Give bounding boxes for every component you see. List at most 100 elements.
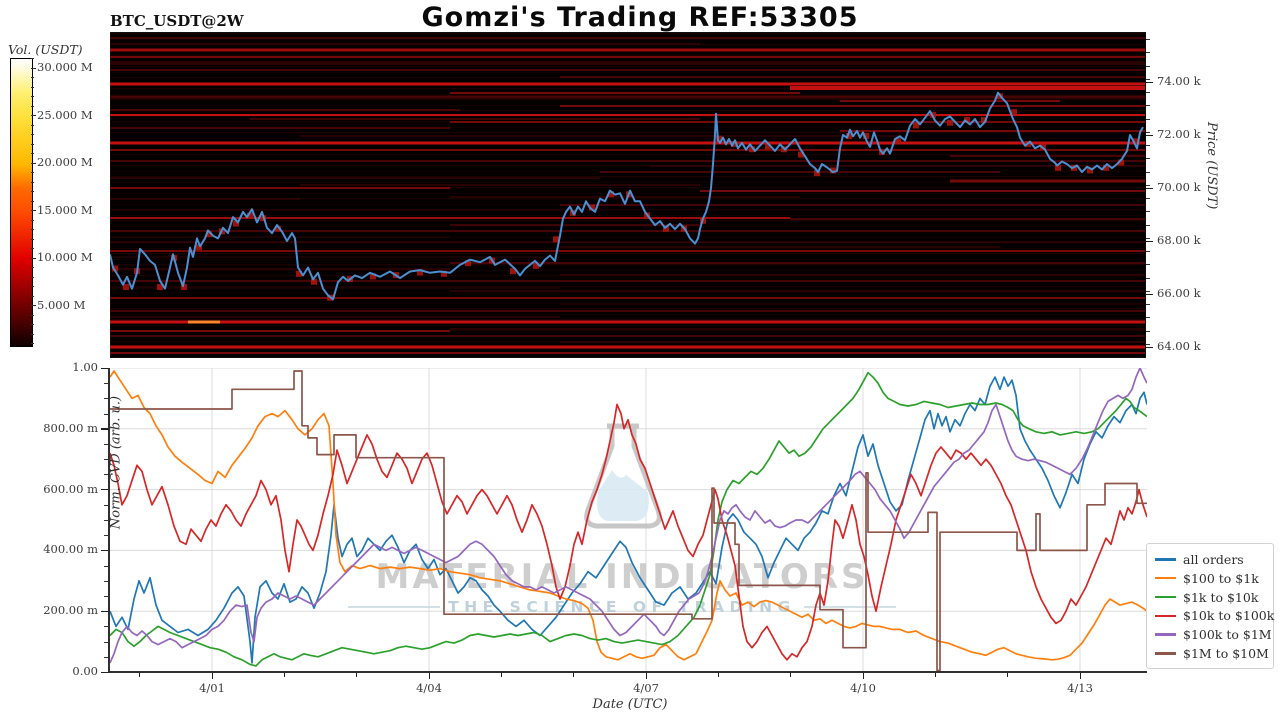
volume-marker	[663, 225, 669, 232]
volume-streak	[188, 320, 220, 324]
volume-marker	[981, 117, 987, 124]
colorbar-minor-tick	[31, 77, 34, 78]
colorbar-minor-tick	[31, 238, 34, 240]
cvd-x-tick-label: 4/04	[416, 681, 442, 695]
legend-item: $100 to $1k	[1155, 570, 1267, 587]
volume-streak	[300, 135, 900, 137]
volume-streak	[110, 345, 1145, 349]
cvd-x-minor-tick	[573, 673, 575, 677]
cvd-y-minor-tick	[104, 474, 108, 476]
price-minor-tick	[1146, 65, 1150, 67]
volume-streak	[110, 114, 1145, 116]
volume-marker	[947, 119, 953, 126]
colorbar-minor-tick	[31, 314, 34, 316]
price-tick-label: 68.00 k	[1157, 233, 1201, 247]
volume-streak	[110, 127, 450, 129]
cvd-y-minor-tick	[104, 504, 108, 506]
colorbar-minor-tick	[31, 210, 34, 211]
cvd-y-axis-label: Norm. CVD (arb. u.)	[108, 395, 124, 530]
volume-marker	[798, 151, 804, 158]
cvd-x-minor-tick	[500, 673, 502, 677]
colorbar-tick-label: 25.000 M	[37, 107, 93, 122]
colorbar-minor-tick	[31, 172, 34, 173]
volume-marker	[157, 284, 163, 291]
cvd-x-minor-tick	[717, 673, 719, 677]
price-minor-tick	[1146, 39, 1150, 41]
volume-streak	[110, 209, 560, 211]
colorbar-minor-tick	[31, 181, 34, 183]
volume-marker	[1087, 167, 1093, 174]
colorbar-minor-tick	[31, 248, 34, 249]
colorbar-minor-tick	[31, 324, 34, 325]
volume-streak	[560, 204, 1145, 206]
price-axis-label: Price (USDT)	[1204, 122, 1219, 210]
legend-line-swatch	[1155, 633, 1176, 636]
cvd-series--100-to-1k	[109, 370, 1147, 661]
cvd-y-tick-label: 800.00 m	[43, 420, 98, 435]
cvd-x-axis-label: Date (UTC)	[592, 697, 668, 712]
legend-line-swatch	[1155, 652, 1176, 655]
price-tick	[1146, 240, 1153, 242]
volume-streak	[450, 328, 1145, 330]
volume-streak	[840, 100, 1060, 102]
watermark-text-sub: THE SCIENCE OF TRADING	[448, 598, 796, 616]
cvd-series--1M-to-10M	[110, 370, 1147, 672]
price-minor-tick	[1146, 131, 1150, 133]
volume-streak	[110, 187, 450, 189]
volume-marker	[1103, 164, 1109, 171]
volume-marker	[465, 260, 471, 267]
price-tick-label: 66.00 k	[1157, 286, 1201, 300]
volume-marker	[275, 225, 281, 232]
price-minor-tick	[1146, 317, 1150, 319]
cvd-series--10k-to-100k	[109, 403, 1147, 661]
cvd-y-minor-tick	[104, 535, 108, 537]
price-minor-tick	[1146, 277, 1150, 279]
volume-streak	[110, 141, 1145, 145]
colorbar-minor-tick	[31, 153, 34, 154]
volume-marker	[1118, 159, 1124, 166]
volume-streak	[560, 76, 1145, 78]
volume-streak	[110, 287, 560, 289]
volume-streak	[110, 236, 450, 238]
price-minor-tick	[1146, 171, 1150, 173]
volume-marker	[417, 269, 423, 276]
legend-item: all orders	[1155, 551, 1267, 568]
legend-line-swatch	[1155, 577, 1176, 580]
volume-streak	[110, 56, 1145, 58]
price-minor-tick	[1146, 158, 1150, 160]
volume-marker	[370, 273, 376, 280]
colorbar-tick-label: 20.000 M	[37, 155, 93, 169]
volume-streak	[110, 330, 450, 332]
cvd-x-tick-label: 4/01	[199, 681, 225, 695]
volume-streak	[450, 121, 1145, 123]
price-tick	[1146, 187, 1153, 189]
volume-marker	[123, 284, 129, 291]
price-minor-tick	[1146, 78, 1150, 80]
colorbar-minor-tick	[31, 305, 34, 306]
volume-streak	[110, 352, 1145, 354]
price-minor-tick	[1146, 343, 1150, 345]
instrument-label: BTC_USDT@2W	[110, 12, 244, 30]
cvd-y-tick	[101, 367, 108, 369]
volume-marker	[206, 231, 212, 238]
price-minor-tick	[1146, 52, 1150, 54]
price-minor-tick	[1146, 92, 1150, 94]
cvd-y-tick-label: 1.00	[72, 360, 98, 374]
volume-marker	[895, 138, 901, 145]
cvd-y-minor-tick	[104, 565, 108, 567]
price-minor-tick	[1146, 224, 1150, 226]
volume-heatmap-panel	[110, 32, 1146, 358]
cvd-x-minor-tick	[1007, 673, 1009, 677]
cvd-y-minor-tick	[104, 596, 108, 598]
cvd-x-minor-tick	[356, 673, 358, 677]
cvd-x-minor-tick	[934, 673, 936, 677]
cvd-bottom-spine	[108, 671, 1147, 673]
volume-streak	[790, 86, 1145, 90]
volume-streak	[650, 165, 1145, 167]
legend-line-swatch	[1155, 614, 1176, 618]
volume-streak	[600, 171, 1000, 173]
colorbar-minor-tick	[31, 67, 34, 69]
flask-icon	[584, 423, 662, 529]
